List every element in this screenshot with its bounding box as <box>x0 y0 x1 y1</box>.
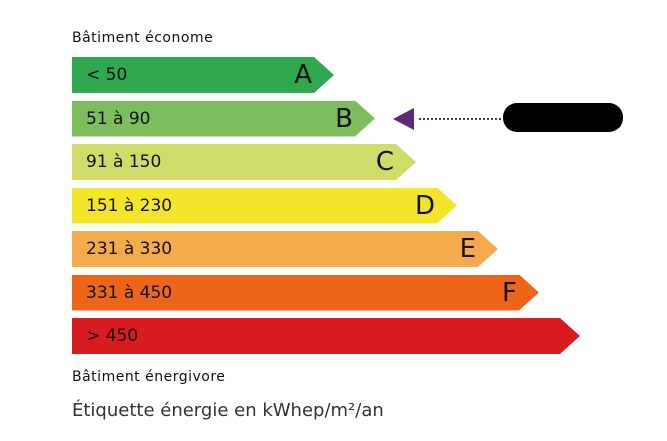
energy-class-bar: 151 à 230 D <box>72 188 457 224</box>
arrow-icon <box>393 108 414 130</box>
class-letter: A <box>294 60 312 90</box>
class-letter: D <box>414 190 435 221</box>
energy-class-bar: 331 à 450 F <box>72 275 539 311</box>
bottom-label: Bâtiment énergivore <box>72 369 226 385</box>
energy-class-bar: 231 à 330 E <box>72 231 498 267</box>
energy-class-bar: < 50 A <box>72 57 334 93</box>
class-letter: B <box>335 103 353 134</box>
class-range: < 50 <box>86 65 128 85</box>
class-range: 331 à 450 <box>86 282 173 303</box>
top-label: Bâtiment économe <box>72 30 214 46</box>
class-range: 51 à 90 <box>86 108 151 129</box>
unit-label: Étiquette énergie en kWhep/m²/an <box>72 400 384 421</box>
class-indicator <box>393 103 633 134</box>
energy-class-bar: 91 à 150 C <box>72 144 416 180</box>
class-letter: C <box>375 147 394 177</box>
class-letter: F <box>502 277 517 308</box>
energy-class-bar: 51 à 90 B <box>72 101 375 137</box>
class-range: 151 à 230 <box>86 195 173 216</box>
class-range: 91 à 150 <box>86 152 162 172</box>
dotted-line <box>419 118 501 120</box>
class-range: > 450 <box>86 326 139 346</box>
redacted-value <box>503 103 623 132</box>
energy-class-bar: > 450 <box>72 318 580 354</box>
class-range: 231 à 330 <box>86 239 173 259</box>
class-letter: E <box>459 234 476 264</box>
